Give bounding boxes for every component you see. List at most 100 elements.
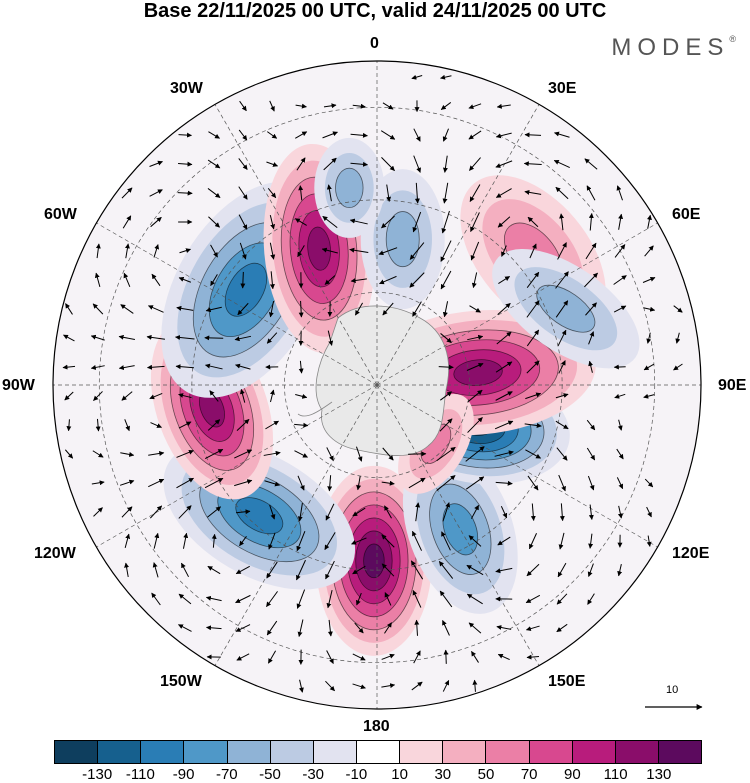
- wind-vector-arrow: [556, 447, 568, 461]
- wind-vector-arrow: [207, 506, 221, 518]
- wind-vector-arrow: [470, 212, 480, 232]
- wind-vector-arrow: [175, 334, 195, 340]
- wind-vector-arrow: [352, 507, 366, 517]
- wind-vector-arrow: [235, 624, 251, 632]
- wind-vector-arrow: [468, 622, 482, 634]
- wind-vector-arrow: [470, 504, 480, 519]
- globe-outline: [52, 60, 702, 710]
- wind-vector-arrow: [122, 215, 132, 229]
- wind-vector-arrow: [558, 532, 565, 550]
- wind-vector-arrow: [178, 593, 192, 605]
- anomaly-positive-0: [315, 465, 432, 656]
- meridian-line: [214, 104, 378, 386]
- wind-vector-arrow: [354, 302, 364, 316]
- wind-vector-arrow: [384, 592, 392, 606]
- colorbar-tick-label: -130: [82, 766, 113, 783]
- wind-vector-arrow: [124, 419, 130, 432]
- colorbar-tick-label: 130: [646, 766, 672, 783]
- wind-vector-arrow: [646, 332, 652, 344]
- label-lon-60e: 60E: [672, 206, 701, 223]
- wind-vector-arrow: [92, 450, 104, 458]
- wind-vector-arrow: [643, 393, 655, 399]
- wind-vector-arrow: [94, 272, 101, 287]
- wind-vector-arrow: [266, 620, 278, 636]
- wind-vector-arrow: [412, 301, 422, 317]
- wind-vector-arrow: [93, 507, 103, 517]
- wind-vector-arrow: [412, 211, 422, 233]
- wind-vector-arrow: [381, 215, 395, 229]
- wind-vector-arrow: [378, 247, 398, 256]
- wind-vector-arrow: [529, 533, 537, 550]
- wind-vector-arrow: [238, 186, 248, 200]
- anomaly-contour: [453, 359, 503, 386]
- wind-vector-arrow: [408, 451, 427, 457]
- wind-vector-arrow: [297, 475, 305, 491]
- wind-vector-arrow: [495, 361, 513, 373]
- meridian-line: [214, 384, 378, 666]
- wind-vector-arrow: [673, 305, 683, 313]
- wind-vector-arrow: [616, 448, 624, 460]
- wind-vector-arrow: [95, 243, 101, 259]
- wind-vector-arrow: [149, 160, 163, 167]
- wind-vector-arrow: [555, 420, 569, 430]
- colorbar-swatch: [486, 741, 530, 763]
- wind-vector-arrow: [436, 446, 456, 462]
- colorbar-tick-label: -90: [172, 766, 195, 783]
- wind-vector-arrow: [294, 218, 307, 226]
- wind-vector-arrow: [354, 622, 364, 634]
- label-lon-120e: 120E: [672, 545, 710, 562]
- colorbar-tick-label: -110: [125, 766, 155, 783]
- wind-vector-arrow: [465, 446, 485, 462]
- wind-vector-arrow: [495, 480, 513, 486]
- wind-vector-arrow: [355, 446, 363, 462]
- wind-vector-arrow: [297, 619, 304, 637]
- meridian-line: [376, 384, 658, 548]
- wind-vector-arrow: [178, 277, 192, 283]
- meridian-line: [376, 384, 540, 666]
- wind-vector-arrow: [176, 477, 194, 489]
- wind-vector-arrow: [239, 388, 246, 403]
- wind-vector-arrow: [64, 391, 74, 401]
- wind-vector-arrow: [471, 651, 479, 663]
- wind-vector-arrow: [440, 333, 452, 343]
- wind-vector-arrow: [415, 502, 421, 522]
- wind-vector-arrow: [351, 537, 367, 545]
- wind-vector-arrow: [587, 475, 595, 491]
- colorbar: [54, 740, 702, 764]
- colorbar-swatch: [443, 741, 487, 763]
- wind-vector-arrow: [525, 594, 541, 604]
- wind-vector-arrow: [176, 305, 194, 311]
- wind-vector-arrow: [467, 417, 483, 433]
- wind-vector-arrow: [587, 563, 594, 577]
- colorbar-tick-label: 90: [564, 766, 581, 783]
- wind-vector-arrow: [356, 476, 362, 491]
- wind-vector-arrow: [268, 532, 276, 550]
- wind-vector-arrow: [466, 593, 483, 605]
- wind-vector-arrow: [210, 244, 218, 258]
- wind-vector-arrow: [326, 447, 334, 462]
- anomaly-contour: [385, 211, 420, 268]
- wind-vector-arrow: [326, 590, 333, 609]
- wind-vector-arrow: [153, 532, 160, 549]
- map-title: Base 22/11/2025 00 UTC, valid 24/11/2025…: [143, 0, 607, 22]
- wind-vector-arrow: [177, 190, 193, 196]
- colorbar-tick-label: 70: [520, 766, 538, 783]
- wind-vector-arrow: [321, 247, 338, 254]
- wind-vector-arrow: [207, 159, 221, 169]
- label-lon-60w: 60W: [44, 206, 77, 223]
- wind-vector-arrow: [204, 363, 223, 370]
- wind-vector-arrow: [269, 100, 275, 112]
- wind-vector-arrow: [643, 306, 656, 312]
- wind-vector-arrow: [62, 364, 76, 370]
- wind-vector-arrow: [472, 679, 478, 692]
- wind-vector-arrow: [496, 331, 512, 345]
- wind-vector-arrow: [178, 505, 192, 519]
- wind-vector-arrow: [296, 157, 306, 171]
- wind-vector-arrow: [618, 213, 624, 230]
- wind-vector-arrow: [267, 650, 277, 664]
- anomaly-negative-175w: [314, 137, 385, 238]
- colorbar-swatch: [356, 741, 401, 763]
- wind-vector-arrow: [440, 74, 452, 80]
- colorbar-tick-label: 50: [477, 766, 495, 783]
